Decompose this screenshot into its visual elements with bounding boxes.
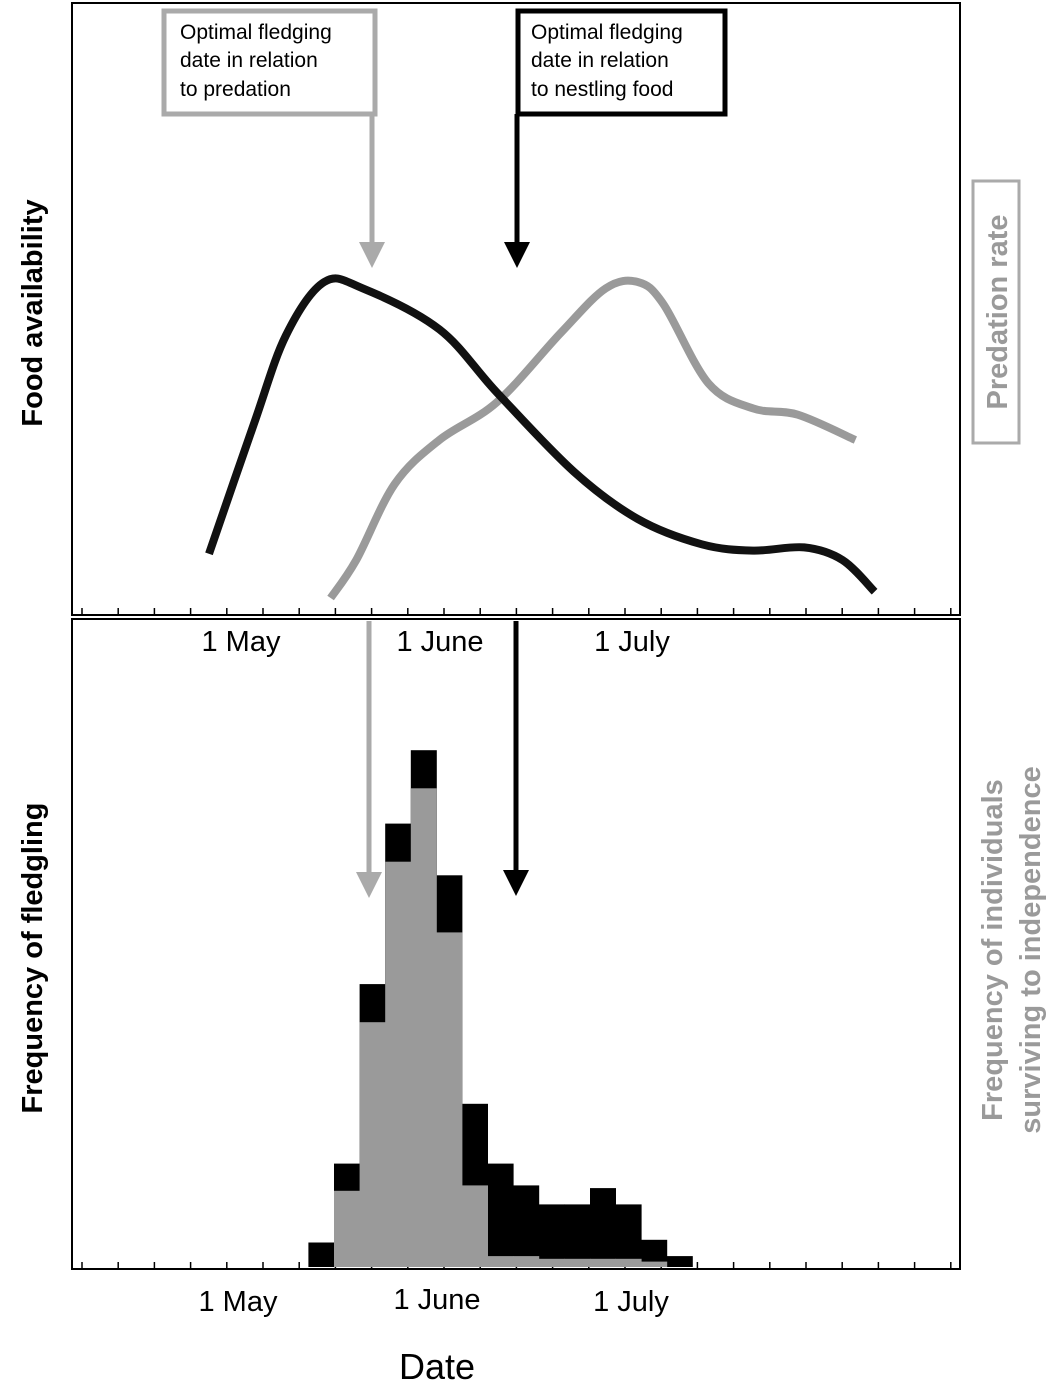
y2-axis-title-surviving-line-2: surviving to independence (1015, 766, 1047, 1133)
top-tick-label-may: 1 May (202, 626, 281, 658)
annotation-predation-box (161, 8, 378, 117)
arrow-predation-top-head (359, 242, 385, 268)
y2-axis-title-predation: Predation rate (982, 215, 1014, 410)
annotation-predation-line-1: Optimal fledging (180, 21, 332, 44)
surviving-bar (513, 1256, 540, 1267)
fledgling-bar (615, 1204, 642, 1267)
surviving-bar (615, 1258, 642, 1267)
fledgling-bar (487, 1163, 514, 1267)
arrow-food (503, 114, 530, 896)
bottom-tick-label-may: 1 May (199, 1286, 278, 1318)
top-x-axis-ticks (81, 608, 952, 615)
y2-axis-predation-box (971, 179, 1021, 445)
bottom-tick-label-july: 1 July (593, 1286, 669, 1318)
surviving-bar (538, 1258, 565, 1267)
surviving-bar (334, 1190, 360, 1267)
surviving-bar (410, 788, 437, 1267)
y-axis-title-food: Food availability (17, 199, 49, 426)
arrow-food-top-head (504, 242, 530, 268)
predation-rate-line (327, 276, 858, 601)
food-availability-line (205, 274, 878, 595)
top-panel-series (205, 274, 878, 601)
surviving-bar (462, 1185, 488, 1267)
y2-axis-predation: Predation rate (971, 179, 1021, 445)
annotation-predation-line-2: date in relation (180, 49, 318, 72)
histogram-bars (308, 750, 693, 1267)
fledgling-bar (590, 1188, 616, 1267)
fledgling-bar (308, 1242, 335, 1267)
annotation-predation: Optimal fledging date in relation to pre… (161, 8, 378, 117)
surviving-bar (564, 1258, 591, 1267)
fledgling-bar (564, 1204, 591, 1267)
surviving-bar (436, 932, 463, 1267)
annotation-food-line-2: date in relation (531, 49, 669, 72)
x-axis-title: Date (399, 1346, 475, 1387)
arrow-predation (356, 114, 385, 898)
arrow-predation-bottom-head (356, 872, 382, 898)
surviving-bar (590, 1258, 616, 1267)
y2-axis-title-surviving-line-1: Frequency of individuals (977, 779, 1009, 1121)
surviving-bar (641, 1261, 668, 1267)
annotation-predation-line-3: to predation (180, 78, 291, 101)
fledgling-bar (538, 1204, 565, 1267)
bottom-x-axis-ticks (81, 1262, 952, 1269)
top-tick-label-june: 1 June (396, 626, 483, 658)
y-axis-title-fledgling: Frequency of fledgling (17, 803, 49, 1114)
bottom-tick-label-june: 1 June (393, 1284, 480, 1316)
annotation-food: Optimal fledging date in relation to nes… (515, 8, 728, 117)
surviving-bar (487, 1256, 514, 1267)
fledgling-bar (666, 1256, 693, 1267)
top-tick-label-july: 1 July (594, 626, 670, 658)
annotation-food-line-1: Optimal fledging (531, 21, 683, 44)
annotation-food-line-3: to nestling food (531, 78, 673, 101)
fledgling-bar (513, 1185, 540, 1267)
surviving-bar (385, 861, 412, 1267)
surviving-bar (359, 1022, 386, 1267)
annotation-food-box (515, 8, 728, 117)
arrow-food-bottom-head (503, 870, 529, 896)
